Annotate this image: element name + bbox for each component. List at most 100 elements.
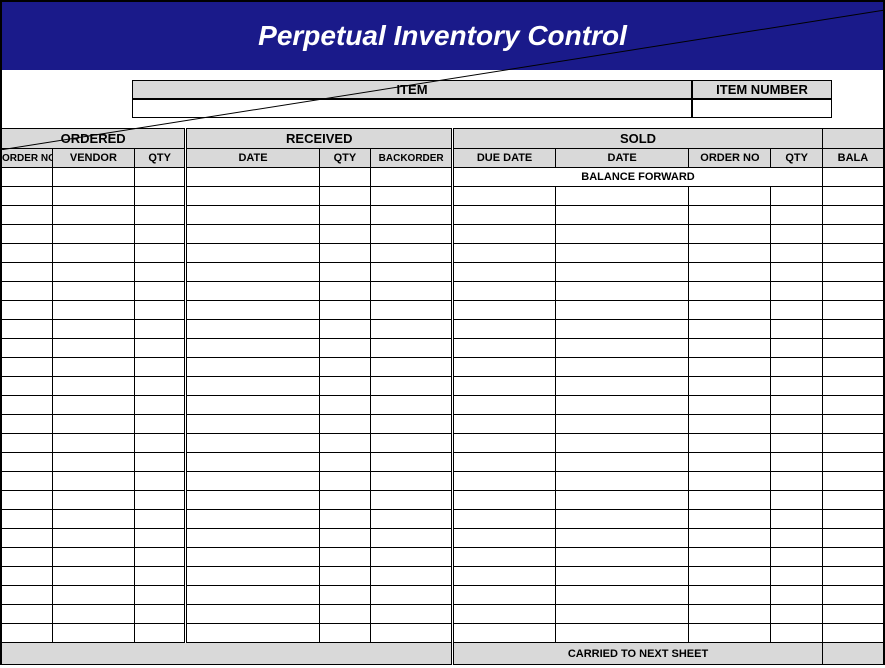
table-cell[interactable] [186,624,319,643]
table-cell[interactable] [822,377,884,396]
table-cell[interactable] [371,320,453,339]
table-cell[interactable] [689,415,771,434]
table-cell[interactable] [319,472,370,491]
table-cell[interactable] [52,263,134,282]
table-cell[interactable] [186,244,319,263]
table-cell[interactable] [186,605,319,624]
table-cell[interactable] [134,567,185,586]
table-cell[interactable] [771,529,822,548]
table-cell[interactable] [134,206,185,225]
table-cell[interactable] [689,263,771,282]
table-cell[interactable] [186,377,319,396]
table-cell[interactable] [186,586,319,605]
table-cell[interactable] [52,472,134,491]
table-cell[interactable] [1,510,52,529]
table-cell[interactable] [186,263,319,282]
table-cell[interactable] [134,529,185,548]
table-cell[interactable] [453,491,556,510]
table-cell[interactable] [822,548,884,567]
table-cell[interactable] [453,263,556,282]
table-cell[interactable] [52,415,134,434]
table-cell[interactable] [371,510,453,529]
table-cell[interactable] [371,472,453,491]
table-cell[interactable] [134,263,185,282]
table-cell[interactable] [319,263,370,282]
table-cell[interactable] [186,567,319,586]
table-cell[interactable] [555,339,688,358]
table-cell[interactable] [134,415,185,434]
table-cell[interactable] [134,339,185,358]
table-cell[interactable] [52,282,134,301]
table-cell[interactable] [319,453,370,472]
table-cell[interactable] [134,624,185,643]
table-cell[interactable] [555,320,688,339]
table-cell[interactable] [186,320,319,339]
table-cell[interactable] [134,586,185,605]
table-cell[interactable] [1,320,52,339]
table-cell[interactable] [319,187,370,206]
table-cell[interactable] [1,529,52,548]
table-cell[interactable] [453,415,556,434]
table-cell[interactable] [453,586,556,605]
table-cell[interactable] [822,301,884,320]
table-cell[interactable] [771,301,822,320]
table-cell[interactable] [1,491,52,510]
table-cell[interactable] [52,624,134,643]
table-cell[interactable] [319,529,370,548]
table-cell[interactable] [186,415,319,434]
table-cell[interactable] [371,453,453,472]
table-cell[interactable] [453,377,556,396]
table-cell[interactable] [822,206,884,225]
table-cell[interactable] [453,548,556,567]
table-cell[interactable] [319,586,370,605]
table-cell[interactable] [186,301,319,320]
table-cell[interactable] [52,396,134,415]
table-cell[interactable] [689,187,771,206]
table-cell[interactable] [555,510,688,529]
table-cell[interactable] [453,624,556,643]
table-cell[interactable] [453,434,556,453]
table-cell[interactable] [689,434,771,453]
table-cell[interactable] [186,187,319,206]
table-cell[interactable] [134,244,185,263]
table-cell[interactable] [186,339,319,358]
table-cell[interactable] [319,244,370,263]
table-cell[interactable] [1,168,52,187]
table-cell[interactable] [319,225,370,244]
table-cell[interactable] [134,225,185,244]
table-cell[interactable] [771,415,822,434]
table-cell[interactable] [134,358,185,377]
table-cell[interactable] [771,225,822,244]
table-cell[interactable] [319,206,370,225]
table-cell[interactable] [52,510,134,529]
table-cell[interactable] [453,529,556,548]
table-cell[interactable] [371,187,453,206]
table-cell[interactable] [134,453,185,472]
table-cell[interactable] [134,301,185,320]
table-cell[interactable] [1,282,52,301]
table-cell[interactable] [453,187,556,206]
table-cell[interactable] [52,529,134,548]
table-cell[interactable] [453,567,556,586]
table-cell[interactable] [134,472,185,491]
table-cell[interactable] [771,206,822,225]
table-cell[interactable] [822,491,884,510]
table-cell[interactable] [771,377,822,396]
table-cell[interactable] [371,491,453,510]
table-cell[interactable] [319,168,370,187]
table-cell[interactable] [555,377,688,396]
table-cell[interactable] [771,491,822,510]
table-cell[interactable] [555,358,688,377]
item-number-value[interactable] [692,99,832,118]
table-cell[interactable] [822,320,884,339]
table-cell[interactable] [771,244,822,263]
table-cell[interactable] [319,605,370,624]
table-cell[interactable] [822,396,884,415]
table-cell[interactable] [453,206,556,225]
table-cell[interactable] [822,567,884,586]
table-cell[interactable] [52,339,134,358]
table-cell[interactable] [453,396,556,415]
table-cell[interactable] [1,415,52,434]
table-cell[interactable] [1,187,52,206]
table-cell[interactable] [453,225,556,244]
